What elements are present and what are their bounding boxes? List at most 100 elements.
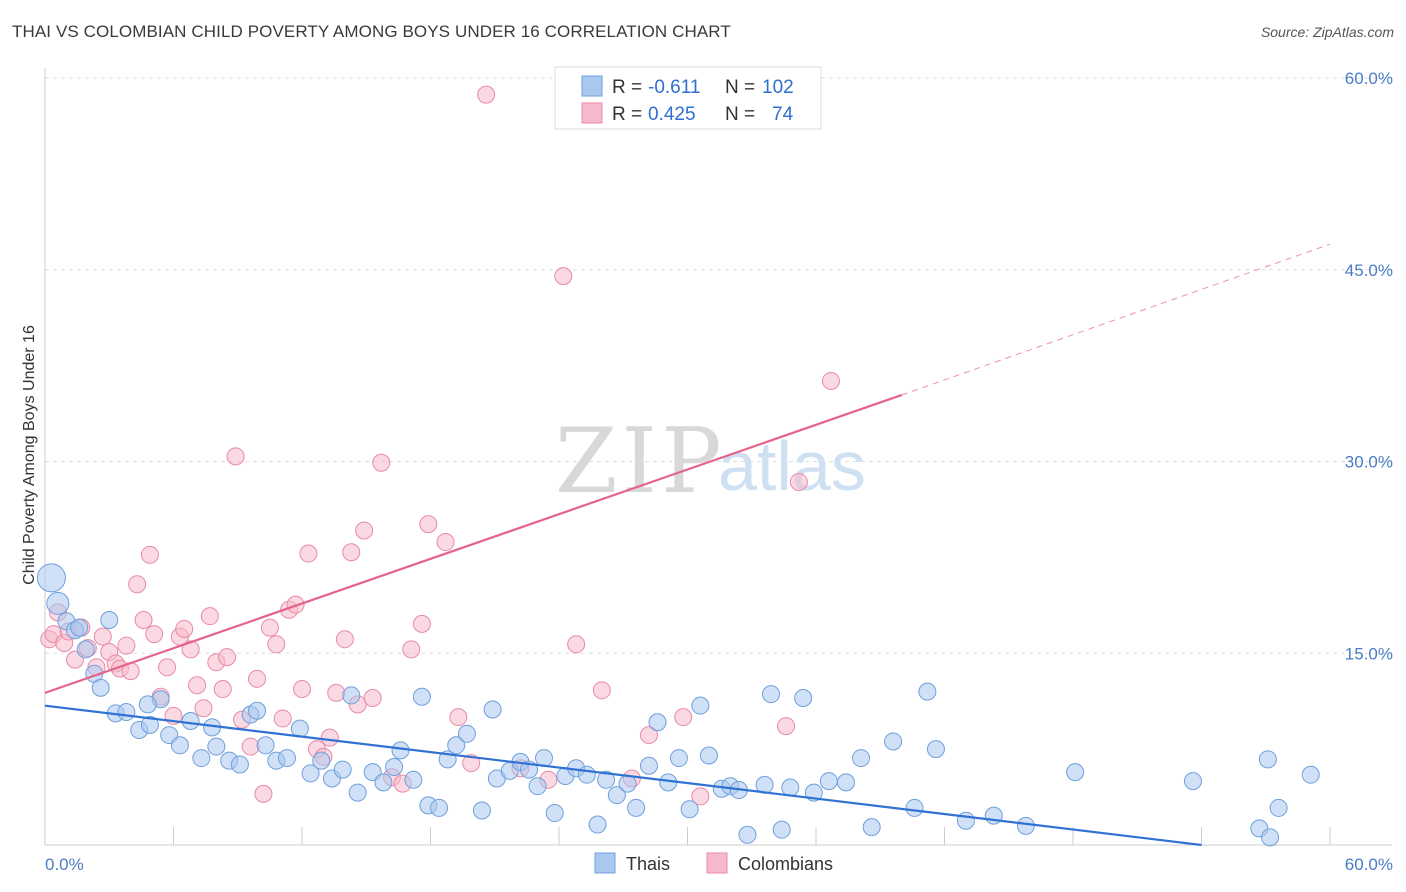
y-axis-title: Child Poverty Among Boys Under 16 (21, 325, 38, 585)
thais-point (117, 703, 136, 722)
colombians-point (145, 625, 164, 644)
thais-point (648, 713, 667, 732)
thais-point (545, 804, 564, 823)
legend-r-value-colombians: 0.425 (648, 104, 696, 125)
colombians-point (462, 754, 481, 773)
thais-point (385, 758, 404, 777)
legend-n-value-colombians: 74 (772, 104, 794, 125)
thais-point (918, 682, 937, 701)
colombians-point (821, 371, 840, 390)
colombians-point (181, 640, 200, 659)
thais-point (312, 751, 331, 770)
thais-point (691, 696, 710, 715)
colombians-point (412, 614, 431, 633)
thais-point (607, 786, 626, 805)
colombians-point (218, 648, 237, 667)
watermark-atlas: atlas (718, 427, 866, 505)
x-tick-label: 60.0% (1345, 855, 1393, 874)
thais-point (342, 686, 361, 705)
thais-point (374, 773, 393, 792)
colombians-point (477, 85, 496, 104)
thais-point (528, 777, 547, 796)
thais-point (905, 798, 924, 817)
y-tick-label: 60.0% (1345, 69, 1393, 88)
colombians-trend-extension (901, 243, 1331, 396)
thais-point (256, 736, 275, 755)
thais-point (588, 815, 607, 834)
colombians-point (140, 545, 159, 564)
thais-point (301, 764, 320, 783)
thais-point (1183, 772, 1202, 791)
colombians-point (567, 635, 586, 654)
thais-point (639, 756, 658, 775)
thais-point (483, 700, 502, 719)
colombians-point (363, 688, 382, 707)
thais-point (46, 591, 70, 615)
thais-point (699, 746, 718, 765)
colombians-point (342, 543, 361, 562)
legend-n-label: N = (725, 104, 755, 125)
colombians-point (93, 627, 112, 646)
colombians-point (158, 658, 177, 677)
legend-r-value-thais: -0.611 (648, 77, 700, 98)
thais-point (412, 687, 431, 706)
thais-point (348, 783, 367, 802)
thais-point (680, 800, 699, 819)
colombians-point (674, 708, 693, 727)
thais-point (1301, 765, 1320, 784)
thais-point (618, 774, 637, 793)
thais-points (36, 563, 1320, 847)
thais-point (781, 778, 800, 797)
colombians-point (372, 453, 391, 472)
thais-point (738, 825, 757, 844)
colombians-point (777, 717, 796, 736)
y-tick-label: 30.0% (1345, 453, 1393, 472)
colombians-trend-line (44, 393, 903, 694)
thais-point (862, 818, 881, 837)
thais-point (278, 749, 297, 768)
watermark-zip: ZIP (555, 409, 726, 514)
thais-point (819, 772, 838, 791)
grid-lines (45, 77, 1392, 654)
colombians-point (188, 676, 207, 695)
thais-point (669, 749, 688, 768)
thais-point (404, 770, 423, 789)
thais-point (100, 611, 119, 630)
thais-point (181, 712, 200, 731)
thais-point (138, 695, 157, 714)
colombians-point (267, 635, 286, 654)
colombians-point (175, 619, 194, 638)
thais-point (76, 640, 95, 659)
thais-point (1261, 828, 1280, 847)
thais-point (472, 801, 491, 820)
thais-point (457, 724, 476, 743)
colombians-point (260, 618, 279, 637)
thais-point (762, 685, 781, 704)
thais-point (1016, 816, 1035, 835)
thais-trend-line (44, 704, 1202, 847)
thais-point (192, 749, 211, 768)
thais-point (1269, 798, 1288, 817)
thais-point (794, 688, 813, 707)
colombians-point (419, 515, 438, 534)
bottom-legend-thais: Thais (626, 854, 670, 874)
thais-point (333, 760, 352, 779)
bottom-legend-swatch-thais (594, 852, 616, 874)
thais-point (772, 820, 791, 839)
thais-point (926, 740, 945, 759)
legend-r-label: R = (612, 77, 642, 98)
thais-point (91, 678, 110, 697)
colombians-point (128, 575, 147, 594)
thais-point (207, 737, 226, 756)
colombians-point (241, 737, 260, 756)
legend: R = -0.611 N = 102 R = 0.425 N = 74 (554, 66, 822, 130)
colombians-point (293, 680, 311, 699)
colombians-point (200, 607, 219, 626)
colombians-point (327, 683, 346, 702)
thais-point (956, 811, 975, 830)
thais-point (851, 749, 870, 768)
thais-point (447, 736, 466, 755)
colombians-point (436, 533, 455, 552)
tick-labels: 15.0% 30.0% 45.0% 60.0% 0.0% 60.0% (45, 69, 1393, 874)
